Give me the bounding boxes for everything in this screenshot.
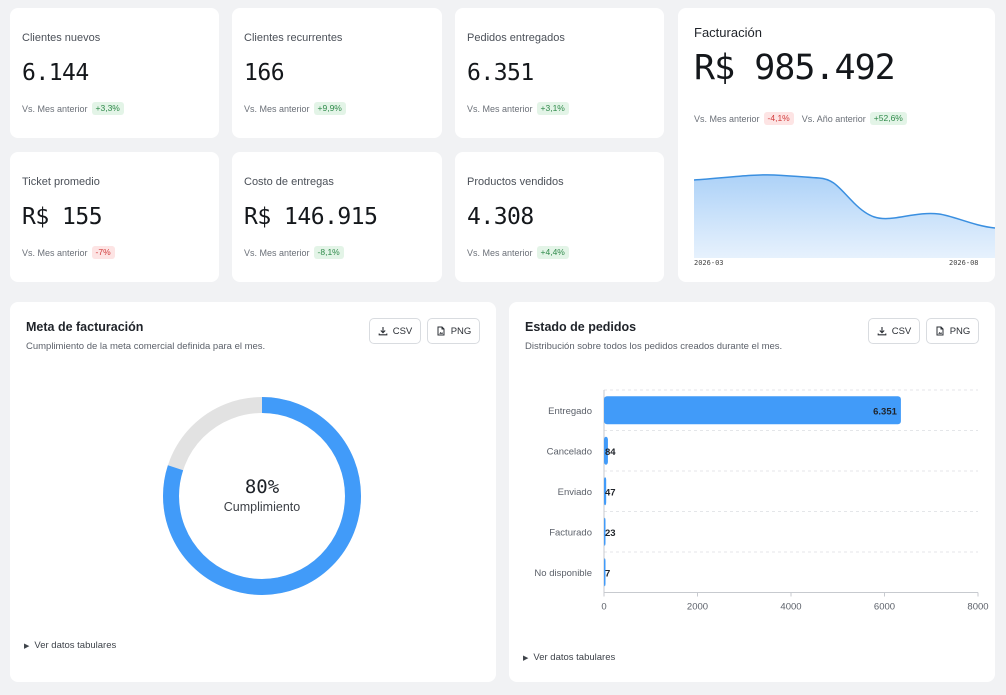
download-icon <box>877 327 887 336</box>
kpi-value: 6.351 <box>467 60 534 86</box>
comparison-label: Vs. Mes anterior <box>467 247 533 258</box>
kpi-card-productos-vendidos: Productos vendidos 4.308 Vs. Mes anterio… <box>455 152 664 282</box>
value-label: 47 <box>605 487 616 498</box>
facturacion-card: Facturación R$ 985.492 Vs. Mes anterior … <box>678 8 995 282</box>
kpi-value: 4.308 <box>467 204 534 230</box>
csv-export-button[interactable]: CSV <box>868 318 920 344</box>
comparison-label: Vs. Mes anterior <box>22 247 88 258</box>
delta-badge: -8,1% <box>313 246 344 260</box>
category-label: Cancelado <box>547 446 592 457</box>
comparison-label: Vs. Mes anterior <box>244 247 310 258</box>
facturacion-value: R$ 985.492 <box>694 48 896 88</box>
value-label: 7 <box>605 568 610 579</box>
png-label: PNG <box>949 325 971 337</box>
kpi-label: Productos vendidos <box>467 176 564 188</box>
csv-label: CSV <box>891 325 912 337</box>
png-export-button[interactable]: PNG <box>427 318 480 344</box>
value-label: 84 <box>605 447 616 458</box>
image-file-icon <box>437 326 445 336</box>
kpi-comparison: Vs. Mes anterior +4,4% <box>467 246 569 260</box>
kpi-card-ticket-promedio: Ticket promedio R$ 155 Vs. Mes anterior -… <box>10 152 219 282</box>
estado-title: Estado de pedidos <box>525 320 637 334</box>
category-label: No disponible <box>534 568 592 579</box>
facturacion-title: Facturación <box>694 25 762 40</box>
triangle-right-icon: ▶ <box>523 654 529 662</box>
sparkline-area <box>694 174 995 258</box>
value-label: 6.351 <box>873 406 897 417</box>
bar <box>604 477 607 506</box>
donut-percent: 80% <box>244 476 280 498</box>
comparison-label: Vs. Mes anterior <box>467 103 533 114</box>
x-tick-label: 2000 <box>687 602 708 613</box>
png-label: PNG <box>450 325 472 337</box>
comparison-label: Vs. Mes anterior <box>22 103 88 114</box>
delta-badge: +52,6% <box>869 112 907 126</box>
meta-tabular-toggle[interactable]: ▶ Ver datos tabulares <box>24 640 116 651</box>
png-export-button[interactable]: PNG <box>926 318 979 344</box>
progress-donut <box>163 397 361 595</box>
kpi-value: 166 <box>244 60 285 86</box>
kpi-value: R$ 146.915 <box>244 204 378 230</box>
csv-label: CSV <box>392 325 413 337</box>
meta-panel: Meta de facturación Cumplimiento de la m… <box>10 302 496 682</box>
facturacion-comparison: Vs. Mes anterior -4,1% Vs. Año anterior … <box>694 112 907 126</box>
kpi-label: Pedidos entregados <box>467 32 565 44</box>
bar <box>604 396 901 425</box>
sparkline-line <box>694 174 995 229</box>
estado-subtitle: Distribución sobre todos los pedidos cre… <box>525 341 783 352</box>
kpi-value: 6.144 <box>22 60 89 86</box>
kpi-label: Clientes recurrentes <box>244 32 343 44</box>
comparison-label: Vs. Año anterior <box>801 113 866 124</box>
kpi-label: Clientes nuevos <box>22 32 101 44</box>
bar <box>604 558 606 587</box>
bar <box>604 517 606 546</box>
delta-badge: +4,4% <box>536 246 569 260</box>
delta-badge: -7% <box>91 246 115 260</box>
category-label: Facturado <box>549 527 592 538</box>
comparison-label: Vs. Mes anterior <box>694 113 760 124</box>
x-tick-label: 4000 <box>780 602 801 613</box>
delta-badge: +3,3% <box>91 102 124 116</box>
kpi-card-clientes-recurrentes: Clientes recurrentes 166 Vs. Mes anterio… <box>232 8 442 138</box>
kpi-comparison: Vs. Mes anterior -7% <box>22 246 115 260</box>
x-tick-label: 8000 <box>967 602 988 613</box>
estado-tabular-toggle[interactable]: ▶ Ver datos tabulares <box>523 652 615 663</box>
kpi-card-pedidos-entregados: Pedidos entregados 6.351 Vs. Mes anterio… <box>455 8 664 138</box>
category-label: Enviado <box>558 487 592 498</box>
x-tick-label: 0 <box>601 602 606 613</box>
comparison-label: Vs. Mes anterior <box>244 103 310 114</box>
kpi-comparison: Vs. Mes anterior -8,1% <box>244 246 344 260</box>
image-file-icon <box>936 326 944 336</box>
value-label: 23 <box>605 528 616 539</box>
kpi-label: Costo de entregas <box>244 176 334 188</box>
meta-subtitle: Cumplimiento de la meta comercial defini… <box>26 341 266 352</box>
tabular-label: Ver datos tabulares <box>34 640 117 651</box>
kpi-card-clientes-nuevos: Clientes nuevos 6.144 Vs. Mes anterior +3… <box>10 8 219 138</box>
donut-caption: Cumplimiento <box>223 500 301 514</box>
download-icon <box>378 327 388 336</box>
x-start-label: 2026-03 <box>694 259 724 267</box>
csv-export-button[interactable]: CSV <box>369 318 421 344</box>
kpi-card-costo-entregas: Costo de entregas R$ 146.915 Vs. Mes ant… <box>232 152 442 282</box>
donut-progress <box>163 397 361 595</box>
category-label: Entregado <box>548 406 592 417</box>
kpi-label: Ticket promedio <box>22 176 100 188</box>
meta-title: Meta de facturación <box>26 320 144 334</box>
triangle-right-icon: ▶ <box>24 642 30 650</box>
estado-panel: Estado de pedidos Distribución sobre tod… <box>509 302 995 682</box>
delta-badge: -4,1% <box>763 112 794 126</box>
x-end-label: 2026-08 <box>949 259 979 267</box>
tabular-label: Ver datos tabulares <box>533 652 616 663</box>
kpi-value: R$ 155 <box>22 204 103 230</box>
delta-badge: +3,1% <box>536 102 569 116</box>
kpi-comparison: Vs. Mes anterior +9,9% <box>244 102 346 116</box>
facturacion-sparkline: 2026-03 2026-08 <box>694 174 995 267</box>
x-tick-label: 6000 <box>874 602 895 613</box>
bar <box>604 436 608 465</box>
kpi-comparison: Vs. Mes anterior +3,3% <box>22 102 124 116</box>
kpi-comparison: Vs. Mes anterior +3,1% <box>467 102 569 116</box>
estado-bar-chart: Entregado 6.351 Cancelado 84 Enviado 47 Factur… <box>534 389 989 613</box>
delta-badge: +9,9% <box>313 102 346 116</box>
